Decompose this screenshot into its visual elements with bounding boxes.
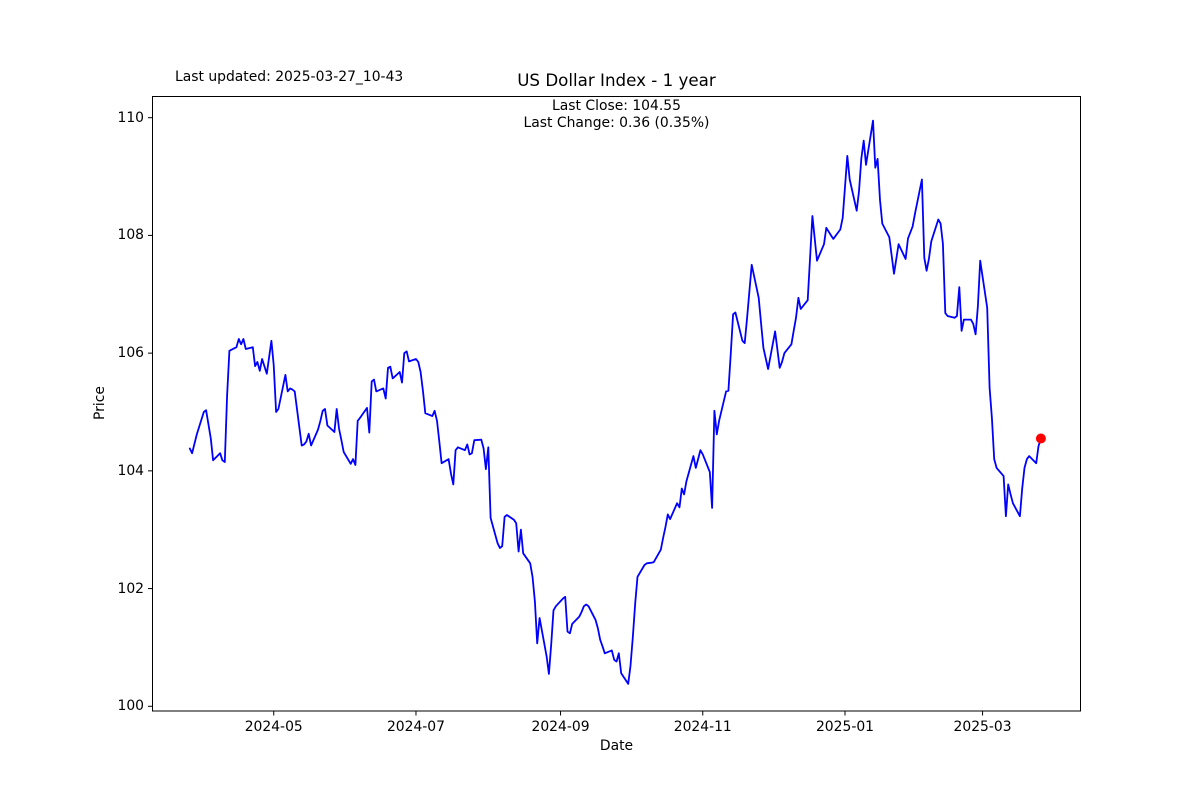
y-tick-label: 100	[117, 698, 144, 715]
x-tick-label: 2024-11	[673, 719, 732, 735]
last-close-text: Last Close: 104.55	[552, 98, 681, 114]
last-price-marker	[1035, 433, 1046, 444]
price-line	[188, 119, 1042, 685]
y-axis-label: Price	[92, 386, 108, 420]
last-change-text: Last Change: 0.36 (0.35%)	[523, 115, 710, 131]
y-tick-label: 106	[117, 345, 144, 362]
x-tick-label: 2024-05	[244, 719, 303, 735]
y-tick-label: 104	[117, 462, 144, 479]
x-axis-label: Date	[599, 738, 634, 754]
last-updated-text: Last updated: 2025-03-27_10-43	[175, 69, 404, 85]
y-tick-label: 110	[117, 109, 144, 126]
y-tick-label: 108	[117, 227, 144, 244]
tick-marks	[148, 117, 984, 716]
y-tick-label: 102	[117, 580, 144, 597]
chart-title: US Dollar Index - 1 year	[517, 70, 716, 90]
x-tick-label: 2024-09	[531, 719, 590, 735]
axes-box	[152, 96, 1081, 712]
x-tick-label: 2024-07	[386, 719, 445, 735]
x-tick-label: 2025-03	[953, 719, 1012, 735]
x-tick-label: 2025-01	[815, 719, 875, 735]
